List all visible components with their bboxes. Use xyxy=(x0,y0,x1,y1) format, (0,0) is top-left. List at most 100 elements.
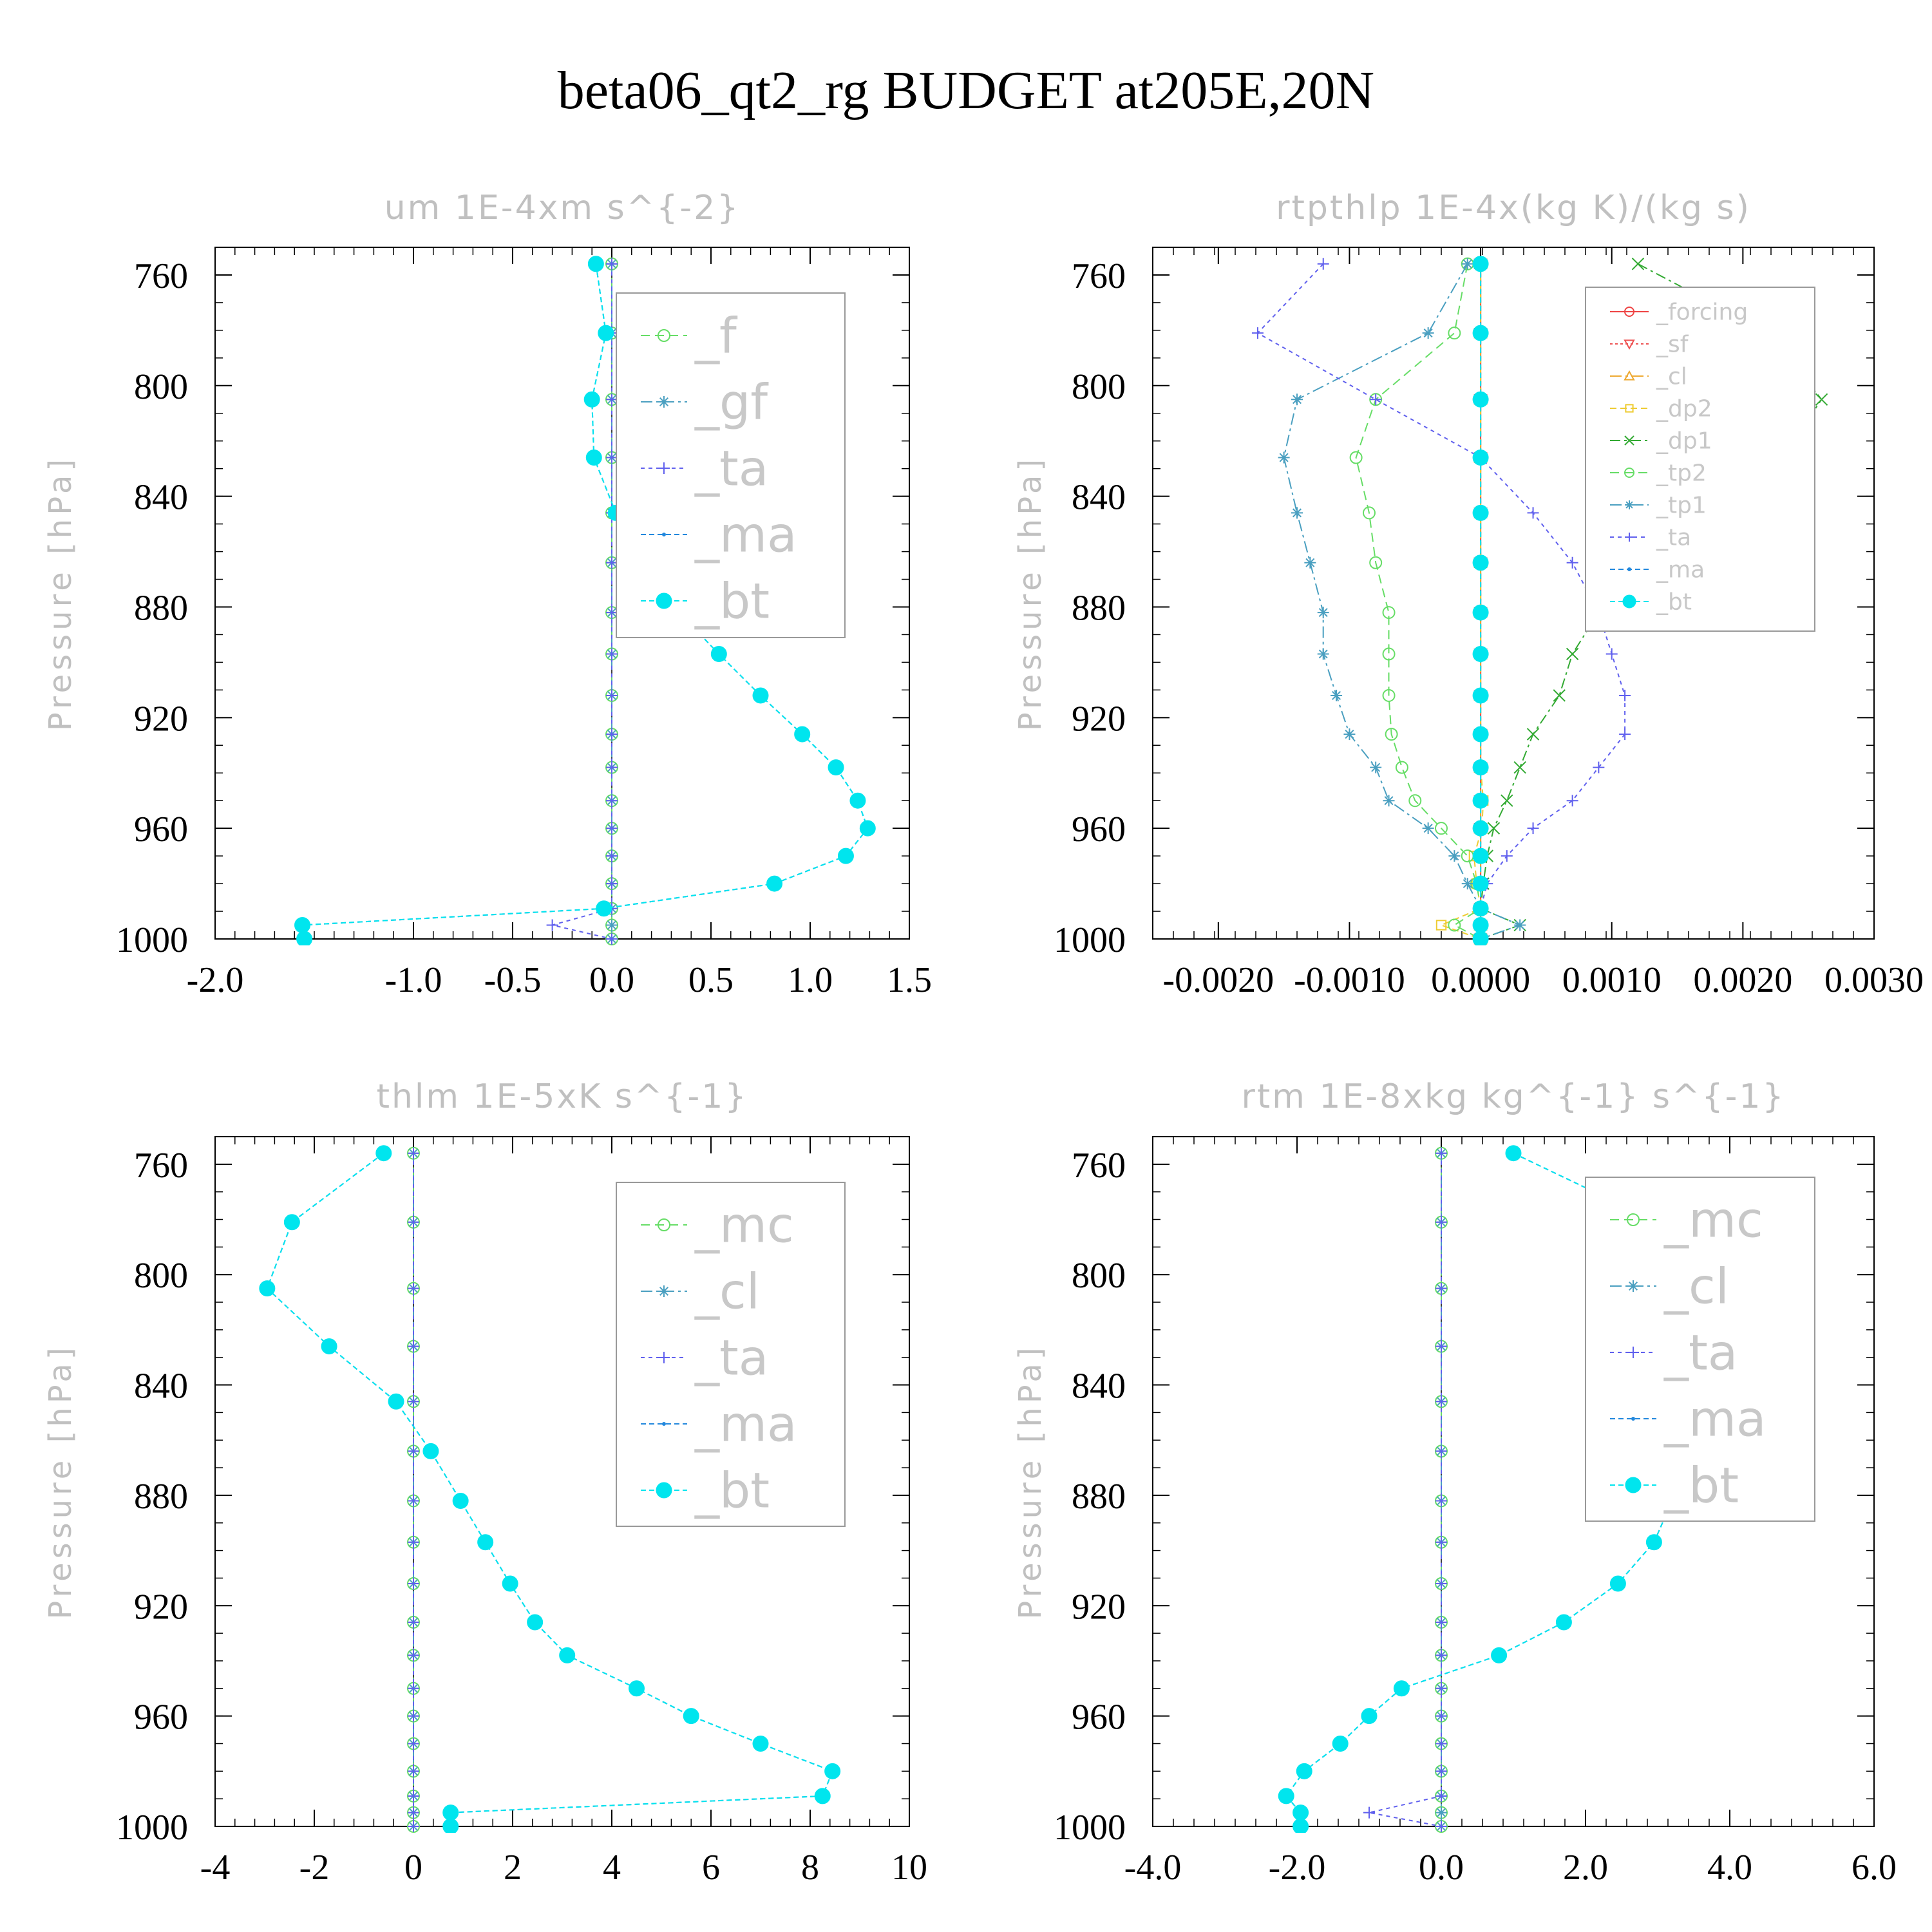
data-point-bt xyxy=(1555,1614,1572,1631)
y-tick-label: 880 xyxy=(134,588,188,628)
x-tick-label: -0.0020 xyxy=(1162,960,1274,1000)
data-point-bt xyxy=(1472,325,1489,341)
legend-marker xyxy=(658,1352,670,1363)
data-point-dp1 xyxy=(1553,689,1566,702)
data-point-ta xyxy=(408,1578,419,1590)
series-line-dp2 xyxy=(1439,263,1484,940)
data-point-ta xyxy=(606,648,618,660)
data-point-dp1 xyxy=(1631,258,1645,270)
panel-um: um 1E-4xm s^{-2} Pressure [hPa] -2.0 -1.0 -0… xyxy=(43,189,932,1000)
data-point-tp1 xyxy=(1317,648,1329,660)
legend-label: _f xyxy=(694,307,738,365)
x-tick-label: 0.0000 xyxy=(1431,960,1530,1000)
x-tick-label: -2.0 xyxy=(187,960,244,1000)
data-point-bt xyxy=(1472,917,1489,934)
data-point-ta xyxy=(1527,822,1539,835)
data-point-ta xyxy=(1435,1578,1447,1590)
data-point-tp1 xyxy=(1448,850,1461,862)
data-point-ta xyxy=(1566,556,1578,569)
legend-box xyxy=(616,292,846,638)
data-point-tp1 xyxy=(1422,822,1434,835)
data-point-bt xyxy=(1505,1145,1522,1162)
data-point-ta xyxy=(408,1445,419,1457)
data-point-ta xyxy=(1435,1216,1447,1228)
legend-label: _tp1 xyxy=(1656,493,1707,519)
data-point-bt xyxy=(683,1708,699,1725)
data-point-tp2 xyxy=(1385,728,1398,741)
legend: _forcing _sf _cl _dp2 _dp1 _tp2 _tp1 _ta _ma _bt xyxy=(1585,287,1815,632)
data-point-bt xyxy=(1361,1708,1378,1725)
legend-box xyxy=(1585,1177,1815,1522)
data-point-tp2 xyxy=(1448,918,1461,932)
x-tick-label: 0.0 xyxy=(1419,1848,1464,1888)
data-point-bt xyxy=(585,449,602,466)
x-tick-label: 1.5 xyxy=(887,960,932,1000)
data-point-ta xyxy=(408,1536,419,1548)
legend-marker xyxy=(662,1422,666,1426)
legend-marker xyxy=(1627,1280,1639,1292)
plot-frame xyxy=(1152,1136,1875,1827)
data-point-bt xyxy=(502,1575,518,1592)
data-point-bt xyxy=(1293,1804,1309,1821)
y-tick-label: 1000 xyxy=(1054,1808,1126,1848)
x-tick-label: 6.0 xyxy=(1852,1848,1897,1888)
y-tick-label: 880 xyxy=(1072,1477,1126,1517)
legend-marker xyxy=(1624,370,1635,381)
data-point-bt xyxy=(752,687,769,704)
data-point-bt xyxy=(1472,875,1489,892)
panel-title: rtm 1E-8xkg kg^{-1} s^{-1} xyxy=(1241,1077,1785,1116)
series-line-bt xyxy=(1285,1152,1752,1826)
x-tick-label: 10 xyxy=(891,1848,927,1888)
data-point-ta xyxy=(408,1216,419,1228)
x-tick-label: 0.0 xyxy=(589,960,634,1000)
data-point-bt xyxy=(629,1680,645,1697)
data-point-bt xyxy=(1296,1763,1312,1779)
data-point-tp1 xyxy=(1370,761,1382,773)
data-point-tp2 xyxy=(1448,327,1461,340)
data-point-ta xyxy=(1435,1147,1447,1159)
data-point-tp2 xyxy=(1408,794,1422,808)
data-point-bt xyxy=(259,1280,276,1297)
y-tick-label: 760 xyxy=(1072,256,1126,296)
data-point-ta xyxy=(606,728,618,741)
legend-label: _tp2 xyxy=(1656,460,1707,487)
plot-frame xyxy=(214,247,910,940)
legend-label: _ma xyxy=(694,1396,797,1453)
data-point-ta xyxy=(1251,327,1264,339)
legend-label: _ta xyxy=(1663,1324,1738,1381)
x-tick-label: -0.5 xyxy=(484,960,542,1000)
x-tick-label: 4.0 xyxy=(1707,1848,1752,1888)
y-tick-label: 760 xyxy=(1072,1146,1126,1186)
series-line-tp1 xyxy=(1283,263,1522,940)
legend-label: _mc xyxy=(1663,1191,1763,1249)
data-point-bt xyxy=(814,1788,831,1804)
legend-label: _sf xyxy=(1656,332,1689,358)
legend-label: _ma xyxy=(1656,557,1705,583)
data-point-bt xyxy=(1472,646,1489,663)
legend-box xyxy=(616,1182,846,1527)
data-point-ta xyxy=(1317,258,1329,270)
y-tick-label: 800 xyxy=(1072,367,1126,407)
data-point-ta xyxy=(408,1821,419,1832)
data-point-ta xyxy=(606,258,618,270)
data-point-bt xyxy=(1472,504,1489,521)
y-tick-label: 1000 xyxy=(116,920,188,960)
plot-frame xyxy=(214,1136,910,1827)
x-tick-label: 0.0010 xyxy=(1562,960,1662,1000)
data-point-bt xyxy=(794,726,811,743)
y-tick-label: 960 xyxy=(1072,1698,1126,1738)
data-point-bt xyxy=(766,875,783,892)
legend-label: _cl xyxy=(1656,364,1687,390)
data-point-tp1 xyxy=(1304,556,1316,569)
data-point-bt xyxy=(1472,391,1489,408)
legend-label: _ta xyxy=(694,440,768,497)
data-point-ta xyxy=(1435,1616,1447,1628)
data-point-bt xyxy=(837,848,854,864)
y-tick-label: 920 xyxy=(134,1587,188,1627)
data-point-ta xyxy=(606,795,618,807)
legend-label: _bt xyxy=(1656,589,1692,616)
data-point-ta xyxy=(606,878,618,890)
data-point-bt xyxy=(1293,1818,1309,1833)
data-point-ta xyxy=(408,1282,419,1294)
